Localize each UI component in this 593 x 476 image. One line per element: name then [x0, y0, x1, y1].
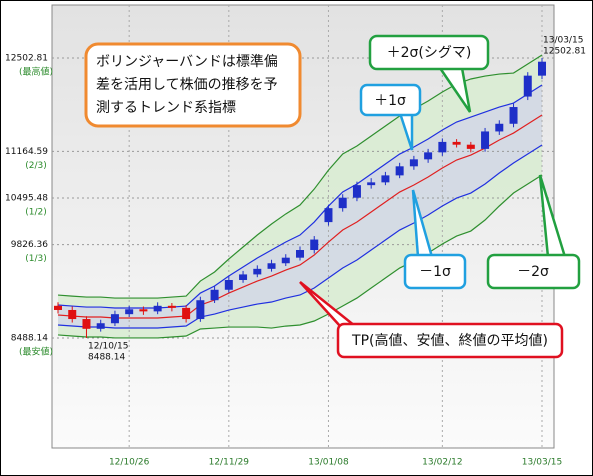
band-fill [58, 84, 542, 328]
description-line: ボリンジャーバンドは標準偏 [96, 54, 278, 70]
callouts: ボリンジャーバンドは標準偏 差を活用して株価の推移を予 測するトレンド系指標 ＋… [84, 34, 581, 359]
candle-body [182, 307, 191, 320]
candle-body [424, 152, 433, 160]
candle-body [239, 274, 248, 280]
candle-body [324, 208, 333, 223]
candle-body [196, 300, 205, 320]
candle-body [110, 314, 119, 324]
candle-body [452, 141, 461, 145]
callout-box [486, 253, 581, 290]
y-tick-label: 10495.48 [5, 194, 48, 204]
band-line [57, 84, 543, 309]
candle-body [466, 144, 475, 149]
candle-body [509, 107, 518, 124]
callout-text: TP(高値、安値、終値の平均値) [351, 332, 548, 349]
candle-body [68, 309, 77, 320]
band-line [57, 144, 543, 329]
candle-body [538, 61, 546, 76]
x-tick-label: 12/10/26 [109, 458, 150, 468]
callout-box [359, 83, 422, 117]
candle-body [253, 268, 262, 275]
candle-body [210, 289, 219, 301]
callout-text: －1σ [419, 264, 451, 280]
callout-text: －2σ [517, 264, 549, 280]
candle-body [139, 309, 148, 312]
y-tick-sublabel: (最安値) [19, 346, 53, 358]
point-label: 13/03/15 [543, 36, 583, 46]
band-fill [58, 55, 542, 338]
candle-body [54, 305, 62, 310]
y-tick-label: 12502.81 [5, 54, 48, 64]
callout-box [336, 322, 564, 359]
y-tick-label: 11164.59 [5, 147, 48, 157]
band-line [57, 174, 543, 339]
y-tick-sublabel: (最高値) [19, 66, 53, 78]
candle-body [481, 131, 490, 149]
candle-body [395, 166, 404, 176]
point-label: 12502.81 [543, 47, 586, 57]
candle-body [495, 123, 504, 132]
point-label: 8488.14 [88, 353, 125, 363]
candle-body [267, 263, 276, 269]
candle-body [338, 197, 347, 209]
candle-body [523, 75, 532, 97]
callout-box [403, 253, 467, 290]
x-tick-label: 13/01/08 [308, 458, 349, 468]
candle-body [224, 279, 233, 290]
callout-text: ＋2σ(シグマ) [387, 45, 472, 61]
candle-body [167, 305, 176, 308]
band-line [57, 114, 543, 319]
candle-body [296, 250, 304, 258]
description-line: 測するトレンド系指標 [96, 100, 236, 116]
candle-body [352, 185, 361, 198]
candle-body [82, 319, 91, 329]
candle-body [310, 239, 319, 251]
y-tick-sublabel: (1/2) [25, 208, 47, 218]
description-line: 差を活用して株価の推移を予 [96, 77, 278, 93]
candle-body [409, 159, 418, 167]
candle-body [96, 323, 105, 329]
candle-body [153, 305, 162, 312]
description-box [84, 42, 302, 128]
point-label: 12/10/15 [88, 342, 128, 352]
callout-box [368, 34, 490, 71]
x-tick-label: 13/02/12 [422, 458, 462, 468]
y-tick-label: 9826.36 [11, 240, 48, 250]
candle-body [367, 182, 376, 186]
y-tick-label: 8488.14 [11, 334, 48, 344]
candle-body [438, 141, 447, 153]
callout-text: ＋1σ [374, 93, 406, 109]
candle-body [125, 309, 134, 315]
candle-body [281, 257, 290, 264]
y-tick-sublabel: (2/3) [25, 161, 47, 171]
y-tick-sublabel: (1/3) [25, 254, 47, 264]
x-tick-label: 12/11/29 [209, 458, 250, 468]
x-tick-label: 13/03/15 [522, 458, 562, 468]
candle-body [381, 175, 390, 183]
